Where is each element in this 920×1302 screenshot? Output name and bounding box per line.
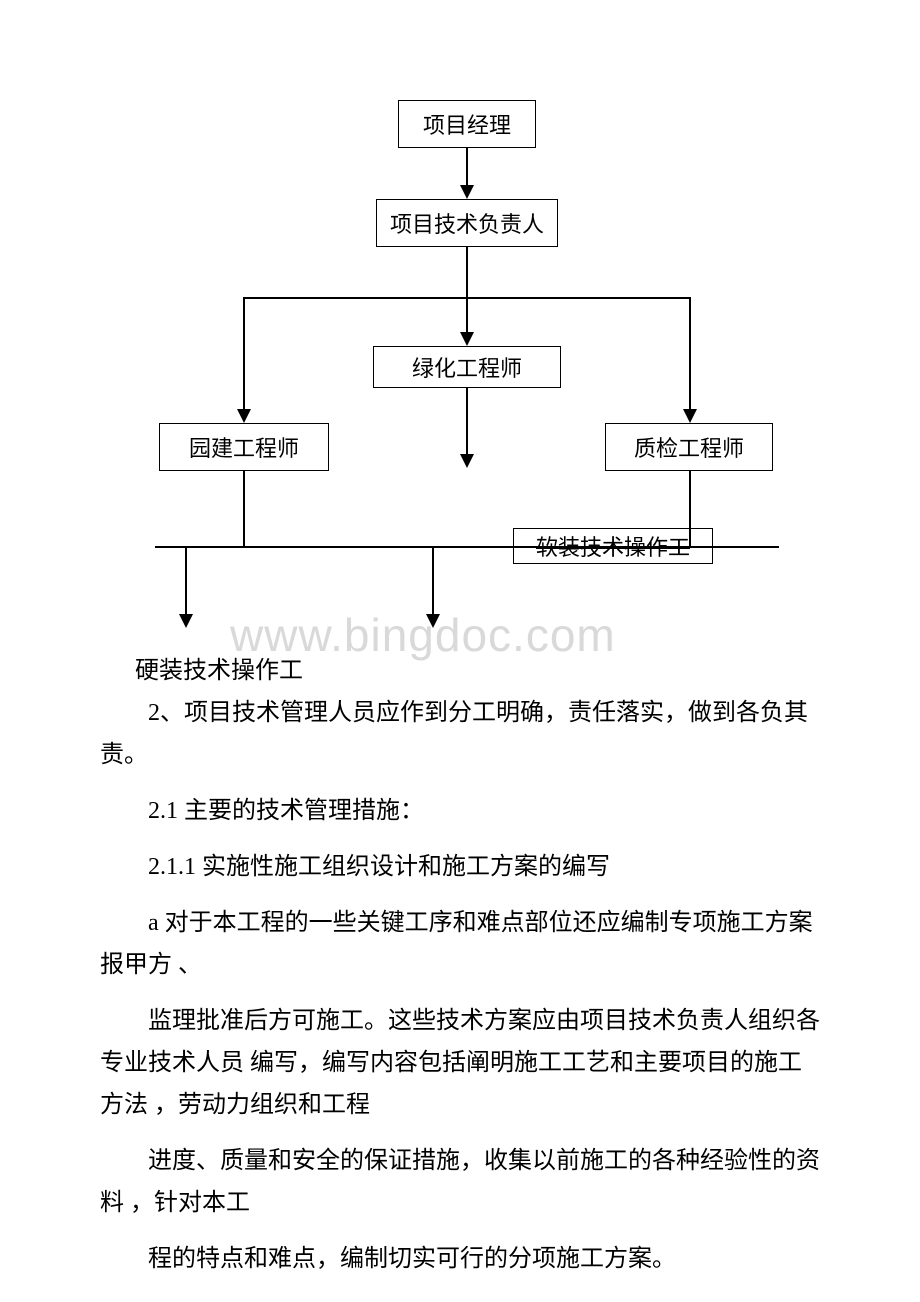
edge <box>155 546 779 548</box>
paragraph: 2、项目技术管理人员应作到分工明确，责任落实，做到各负其责。 <box>100 692 820 776</box>
arrowhead-icon <box>237 409 251 423</box>
node-project-manager: 项目经理 <box>398 100 536 148</box>
node-tech-lead: 项目技术负责人 <box>376 199 558 247</box>
edge <box>466 148 468 188</box>
edge <box>243 471 245 547</box>
edge <box>244 297 690 299</box>
edge <box>466 388 468 458</box>
node-label: 项目技术负责人 <box>390 207 544 239</box>
node-garden-engineer: 园建工程师 <box>159 423 329 471</box>
paragraph: 程的特点和难点，编制切实可行的分项施工方案。 <box>100 1238 820 1280</box>
node-label: 园建工程师 <box>189 431 299 463</box>
edge <box>243 297 245 412</box>
edge <box>185 546 187 618</box>
body-text: 2、项目技术管理人员应作到分工明确，责任落实，做到各负其责。 2.1 主要的技术… <box>0 692 920 1294</box>
label-harddeco-operator: 硬装技术操作工 <box>135 650 303 685</box>
arrowhead-icon <box>460 454 474 468</box>
arrowhead-icon <box>179 614 193 628</box>
node-qc-engineer: 质检工程师 <box>605 423 773 471</box>
edge <box>689 297 691 412</box>
node-label: 绿化工程师 <box>412 351 522 383</box>
paragraph: 2.1 主要的技术管理措施： <box>100 790 820 832</box>
paragraph: 进度、质量和安全的保证措施，收集以前施工的各种经验性的资料 ，针对本工 <box>100 1140 820 1224</box>
flowchart-container: 项目经理 项目技术负责人 绿化工程师 园建工程师 质检工程师 软装技术操作工 w… <box>0 0 920 640</box>
node-label: 质检工程师 <box>634 431 744 463</box>
paragraph: 2.1.1 实施性施工组织设计和施工方案的编写 <box>100 846 820 888</box>
node-greening-engineer: 绿化工程师 <box>373 346 561 388</box>
paragraph: a 对于本工程的一些关键工序和难点部位还应编制专项施工方案报甲方 、 <box>100 902 820 986</box>
arrowhead-icon <box>460 185 474 199</box>
edge <box>689 471 691 546</box>
paragraph: 监理批准后方可施工。这些技术方案应由项目技术负责人组织各专业技术人员 编写，编写… <box>100 1000 820 1126</box>
edge <box>466 247 468 335</box>
arrowhead-icon <box>683 409 697 423</box>
arrowhead-icon <box>460 332 474 346</box>
node-label: 项目经理 <box>423 108 511 140</box>
